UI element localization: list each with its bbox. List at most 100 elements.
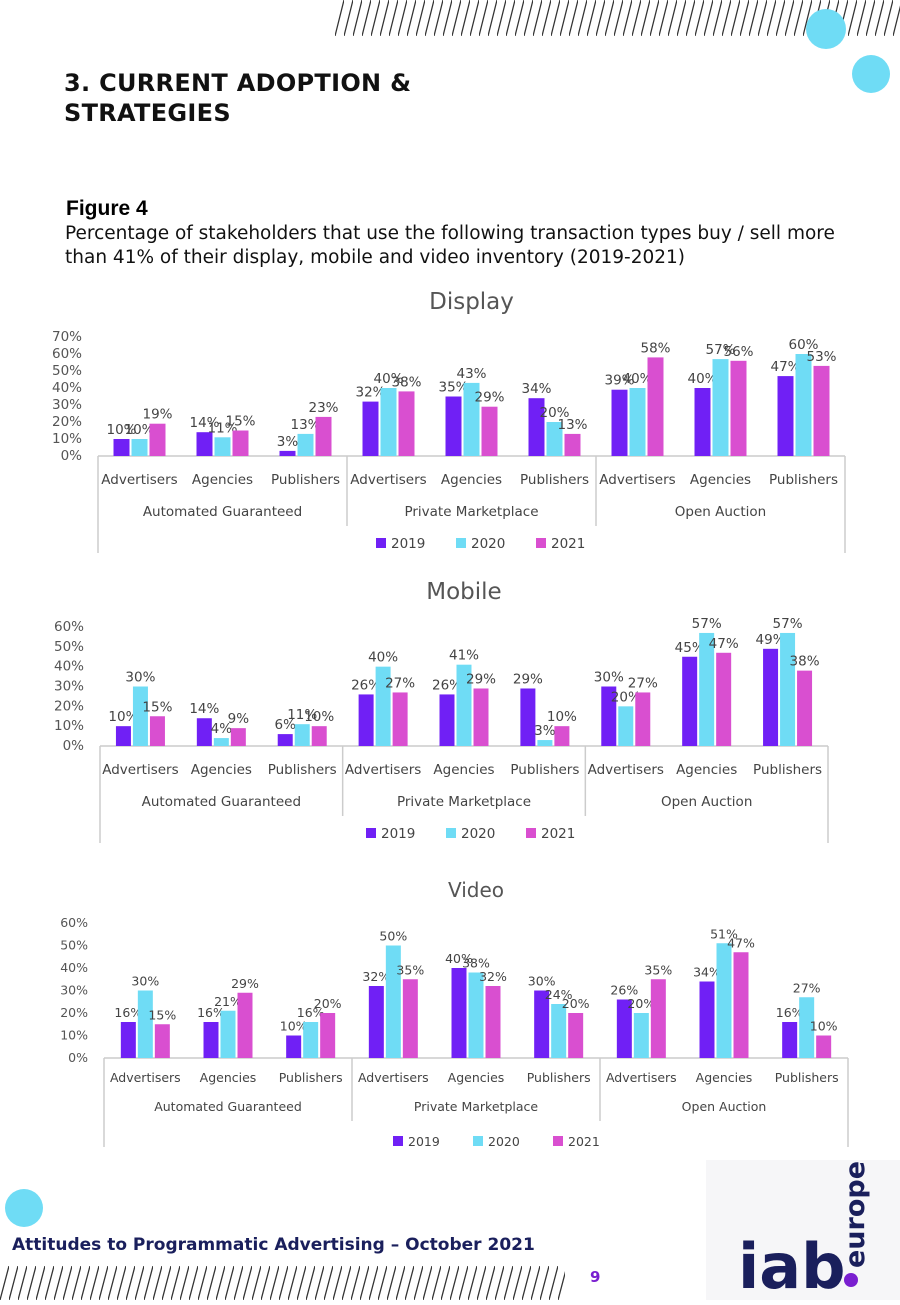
data-label: 58% <box>640 340 670 356</box>
y-tick-label: 30% <box>60 983 88 998</box>
x-tick-label: Publishers <box>769 472 838 488</box>
bar-video-2021 <box>320 1013 336 1058</box>
y-tick-label: 10% <box>54 718 84 734</box>
data-label: 27% <box>793 980 821 995</box>
data-label: 20% <box>562 996 590 1011</box>
data-label: 45% <box>675 640 705 656</box>
data-label: 20% <box>611 689 641 705</box>
x-tick-label: Publishers <box>775 1070 839 1085</box>
legend-swatch-2021 <box>536 538 546 548</box>
decorative-circle <box>5 1189 43 1227</box>
legend-label: 2021 <box>551 536 585 552</box>
data-label: 60% <box>788 337 818 353</box>
display-bar-chart: Display0%10%20%30%40%50%60%70%10%10%19%A… <box>52 289 846 553</box>
bar-video-2021 <box>154 1024 170 1058</box>
bar-video-2020 <box>385 945 401 1058</box>
bar-display-2020 <box>546 422 563 456</box>
data-label: 47% <box>709 636 739 652</box>
decorative-circle <box>806 9 846 49</box>
x-tick-label: Advertisers <box>110 1070 181 1085</box>
data-label: 24% <box>545 987 573 1002</box>
y-tick-label: 0% <box>63 738 85 754</box>
x-tick-label: Agencies <box>448 1070 505 1085</box>
data-label: 29% <box>513 671 543 687</box>
legend-swatch-2020 <box>473 1136 483 1146</box>
data-label: 51% <box>710 926 738 941</box>
group-label: Private Marketplace <box>397 794 531 810</box>
bar-display-2020 <box>629 388 646 456</box>
data-label: 10% <box>810 1019 838 1034</box>
data-label: 13% <box>557 417 587 433</box>
data-label: 15% <box>225 414 255 430</box>
data-label: 20% <box>627 996 655 1011</box>
data-label: 19% <box>142 407 172 423</box>
bar-mobile-2020 <box>618 706 634 746</box>
data-label: 16% <box>114 1005 142 1020</box>
y-tick-label: 20% <box>60 1005 88 1020</box>
data-label: 11% <box>207 420 237 436</box>
data-label: 38% <box>462 956 490 971</box>
data-label: 38% <box>790 654 820 670</box>
data-label: 10% <box>106 422 136 438</box>
y-tick-label: 60% <box>52 346 82 362</box>
data-label: 30% <box>131 974 159 989</box>
data-label: 32% <box>479 969 507 984</box>
data-label: 35% <box>396 962 424 977</box>
y-tick-label: 50% <box>52 363 82 379</box>
data-label: 10% <box>547 709 577 725</box>
data-label: 57% <box>692 616 722 632</box>
bottom-hatch-decoration <box>0 1266 565 1300</box>
x-tick-label: Publishers <box>520 472 589 488</box>
decorative-circle <box>852 55 890 93</box>
page-title-line-1: 3. CURRENT ADOPTION & <box>64 69 412 97</box>
group-label: Automated Guaranteed <box>143 504 302 520</box>
x-tick-label: Agencies <box>676 762 737 778</box>
data-label: 21% <box>214 994 242 1009</box>
y-tick-label: 0% <box>68 1050 88 1065</box>
figure-label: Figure 4 <box>66 197 148 220</box>
page-number: 9 <box>590 1268 601 1286</box>
y-tick-label: 50% <box>54 639 84 655</box>
bar-display-2020 <box>131 439 148 456</box>
group-label: Automated Guaranteed <box>154 1099 302 1114</box>
data-label: 26% <box>351 677 381 693</box>
x-tick-label: Agencies <box>191 762 252 778</box>
data-label: 20% <box>314 996 342 1011</box>
logo-europe-text: europe <box>840 1161 871 1268</box>
bar-video-2019 <box>451 968 467 1058</box>
data-label: 49% <box>756 632 786 648</box>
bar-display-2020 <box>380 388 397 456</box>
data-label: 16% <box>776 1005 804 1020</box>
data-label: 40% <box>373 371 403 387</box>
y-tick-label: 40% <box>52 380 82 396</box>
bar-video-2019 <box>286 1035 302 1058</box>
chart-title: Video <box>448 878 504 902</box>
data-label: 3% <box>277 434 299 450</box>
data-label: 11% <box>287 707 317 723</box>
bar-mobile-2020 <box>537 740 553 746</box>
bar-mobile-2021 <box>311 726 327 746</box>
bar-display-2021 <box>232 430 249 456</box>
bar-video-2020 <box>468 972 484 1058</box>
y-tick-label: 0% <box>61 448 83 464</box>
bar-display-2021 <box>149 423 166 456</box>
x-tick-label: Publishers <box>510 762 579 778</box>
data-label: 29% <box>466 671 496 687</box>
x-tick-label: Advertisers <box>606 1070 677 1085</box>
bar-video-2021 <box>237 992 253 1058</box>
legend-swatch-2020 <box>456 538 466 548</box>
bar-mobile-2021 <box>554 726 570 746</box>
y-tick-label: 40% <box>60 960 88 975</box>
y-tick-label: 30% <box>54 679 84 695</box>
bar-video-2019 <box>534 990 550 1058</box>
data-label: 16% <box>297 1005 325 1020</box>
x-tick-label: Advertisers <box>350 472 426 488</box>
bar-display-2021 <box>730 360 747 456</box>
bar-mobile-2021 <box>635 692 651 746</box>
y-tick-label: 10% <box>60 1028 88 1043</box>
bar-display-2019 <box>113 439 130 456</box>
bar-video-2019 <box>368 986 384 1058</box>
bar-video-2021 <box>568 1013 584 1058</box>
y-tick-label: 60% <box>54 619 84 635</box>
y-tick-label: 30% <box>52 397 82 413</box>
